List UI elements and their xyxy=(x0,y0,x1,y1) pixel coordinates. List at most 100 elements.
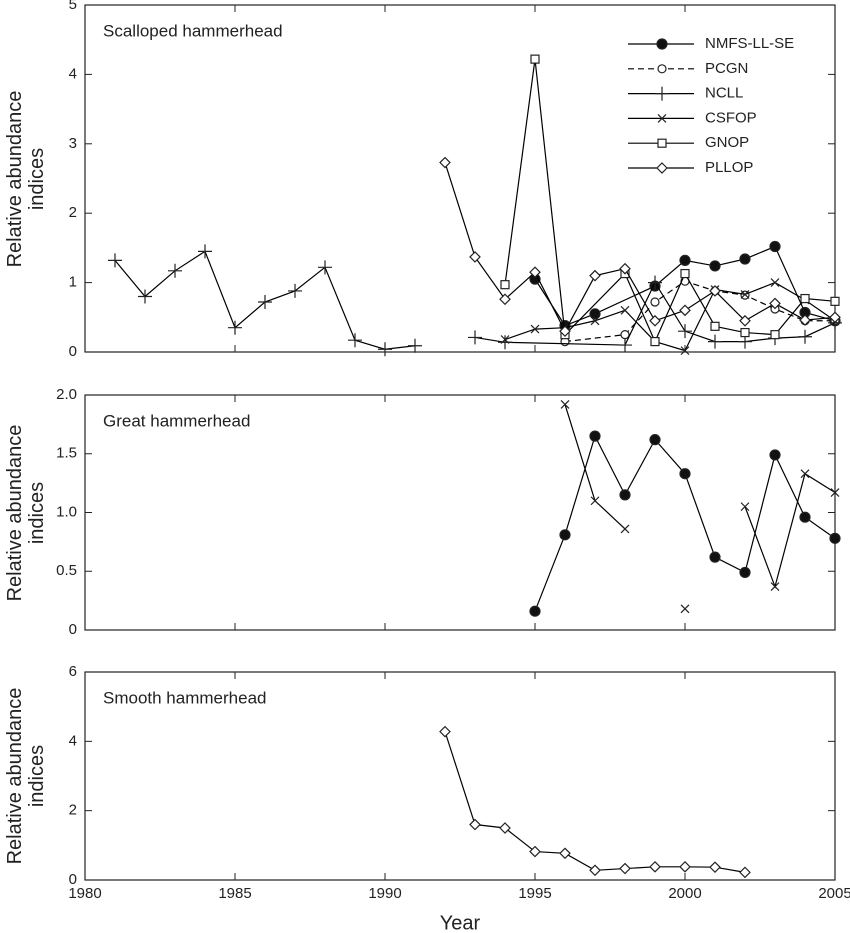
marker xyxy=(619,489,631,501)
legend-marker xyxy=(656,162,668,174)
marker xyxy=(709,861,721,874)
marker xyxy=(709,285,721,297)
marker xyxy=(408,338,422,353)
marker xyxy=(138,289,152,304)
marker xyxy=(198,244,212,259)
legend-label: CSFOP xyxy=(705,109,757,126)
y-tick-label: 6 xyxy=(69,663,77,680)
marker xyxy=(589,308,601,320)
y-tick-label: 3 xyxy=(69,135,77,152)
y-tick-label: 0 xyxy=(69,621,77,638)
y-tick-label: 4 xyxy=(69,732,77,749)
y-tick-label: 5 xyxy=(69,0,77,13)
y-tick-label: 2.0 xyxy=(56,386,77,403)
marker xyxy=(589,269,601,282)
marker xyxy=(589,430,601,442)
marker xyxy=(559,529,571,541)
marker xyxy=(649,314,661,327)
x-tick-label: 2000 xyxy=(668,885,701,902)
marker xyxy=(498,335,512,350)
marker xyxy=(559,325,571,338)
y-axis-label: Relative abundance indices xyxy=(4,90,48,267)
marker xyxy=(530,324,540,334)
y-tick-label: 0.5 xyxy=(56,562,77,579)
y-tick-label: 2 xyxy=(69,204,77,221)
marker xyxy=(740,289,750,299)
marker xyxy=(708,334,722,349)
marker xyxy=(529,605,541,617)
marker xyxy=(530,54,540,64)
series-line xyxy=(534,434,836,612)
plot-frame xyxy=(84,671,836,881)
marker xyxy=(500,335,510,344)
marker xyxy=(560,399,570,409)
marker xyxy=(650,297,660,307)
marker xyxy=(800,293,810,304)
panel-title: Great hammerhead xyxy=(103,411,250,430)
marker xyxy=(829,532,841,544)
marker xyxy=(468,330,482,345)
marker xyxy=(679,304,691,317)
marker xyxy=(228,320,242,335)
marker xyxy=(619,262,631,275)
marker xyxy=(680,346,690,356)
marker xyxy=(800,469,810,479)
y-tick-label: 1.0 xyxy=(56,503,77,520)
marker xyxy=(288,283,302,298)
marker xyxy=(769,240,781,253)
legend-label: GNOP xyxy=(705,134,749,151)
marker xyxy=(108,253,122,268)
marker xyxy=(649,860,661,873)
marker xyxy=(680,268,690,279)
marker xyxy=(709,260,721,272)
marker xyxy=(830,488,840,497)
legend-marker xyxy=(655,86,669,101)
marker xyxy=(678,324,692,339)
series-line xyxy=(444,731,746,873)
legend-label: NMFS-LL-SE xyxy=(705,35,794,52)
marker xyxy=(798,329,812,344)
y-tick-label: 4 xyxy=(69,65,77,82)
legend-marker xyxy=(657,138,667,148)
marker xyxy=(679,468,691,480)
legend-marker xyxy=(657,113,667,123)
marker xyxy=(378,342,392,357)
legend-label: PCGN xyxy=(705,60,748,77)
marker xyxy=(469,818,481,831)
x-tick-label: 1985 xyxy=(218,885,251,902)
marker xyxy=(680,604,690,614)
x-tick-label: 1990 xyxy=(368,885,401,902)
marker xyxy=(740,502,750,512)
legend-marker xyxy=(656,38,668,50)
marker xyxy=(769,449,781,461)
marker xyxy=(618,338,632,353)
series-line xyxy=(504,281,836,352)
x-tick-label: 1995 xyxy=(518,885,551,902)
marker xyxy=(590,496,600,506)
marker xyxy=(499,822,511,834)
marker xyxy=(770,582,780,591)
plot-frame xyxy=(84,4,836,353)
marker xyxy=(649,434,661,446)
marker xyxy=(799,314,811,326)
marker xyxy=(830,296,840,306)
panel-title: Scalloped hammerhead xyxy=(103,21,283,40)
marker xyxy=(770,278,780,288)
legend-marker xyxy=(657,64,667,74)
marker xyxy=(829,311,841,324)
marker xyxy=(168,263,182,278)
marker xyxy=(439,725,451,738)
marker xyxy=(619,862,631,875)
marker xyxy=(709,551,721,563)
marker xyxy=(739,866,751,879)
marker xyxy=(529,845,541,858)
marker xyxy=(679,254,691,266)
marker xyxy=(710,321,720,331)
y-tick-label: 2 xyxy=(69,802,77,819)
series-line xyxy=(444,162,836,333)
legend-label: NCLL xyxy=(705,85,743,102)
y-tick-label: 0 xyxy=(69,871,77,888)
legend-label: PLLOP xyxy=(705,159,753,176)
